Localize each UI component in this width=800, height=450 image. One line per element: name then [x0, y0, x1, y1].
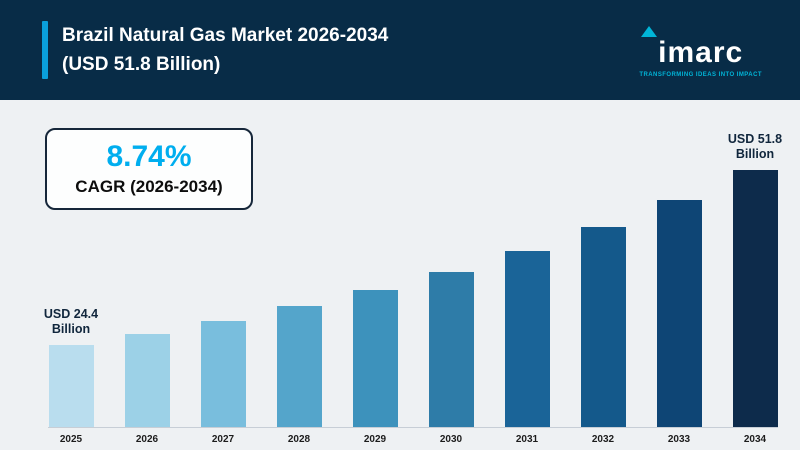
bar-2026	[124, 334, 170, 428]
x-axis-baseline	[48, 427, 778, 428]
page-title: Brazil Natural Gas Market 2026-2034 (USD…	[62, 21, 388, 80]
cagr-label: CAGR (2026-2034)	[75, 177, 223, 196]
bar-2033	[656, 200, 702, 428]
bar-column-2028: 2028	[276, 118, 322, 450]
bar-column-2033: 2033	[656, 118, 702, 450]
imarc-logo-text: imarc	[658, 36, 744, 69]
bar-2029	[352, 290, 398, 428]
bar-2032	[580, 227, 626, 428]
bar-column-2025: USD 24.4 Billion 2025	[44, 118, 98, 450]
x-axis-label-2032: 2032	[591, 433, 615, 445]
x-axis-label-2026: 2026	[135, 433, 159, 445]
bar-value-label-2025: USD 24.4 Billion	[43, 306, 99, 337]
x-axis-label-2033: 2033	[667, 433, 691, 445]
x-axis-label-2029: 2029	[363, 433, 387, 445]
bar-value-label-2034: USD 51.8 Billion	[727, 131, 783, 162]
bar-column-2032: 2032	[580, 118, 626, 450]
x-axis-label-2031: 2031	[515, 433, 539, 445]
bar-column-2027: 2027	[200, 118, 246, 450]
cagr-callout-box: 8.74% CAGR (2026-2034)	[45, 128, 253, 210]
page-title-line1: Brazil Natural Gas Market 2026-2034	[62, 24, 389, 46]
bar-column-2031: 2031	[504, 118, 550, 450]
bar-column-2026: 2026	[124, 118, 170, 450]
bar-column-2034: USD 51.8 Billion 2034	[728, 118, 782, 450]
bar-2031	[504, 251, 550, 428]
bar-2034	[732, 170, 778, 428]
page-title-line2: (USD 51.8 Billion)	[62, 54, 221, 75]
bar-2028	[276, 306, 322, 428]
imarc-logo-icon	[641, 26, 658, 37]
cagr-value: 8.74%	[106, 140, 192, 173]
bar-2030	[428, 272, 474, 428]
title-accent-bar	[42, 20, 48, 80]
x-axis-label-2028: 2028	[287, 433, 311, 445]
x-axis-label-2027: 2027	[211, 433, 235, 445]
bar-2025	[48, 345, 94, 428]
x-axis-label-2034: 2034	[743, 433, 767, 445]
x-axis-label-2025: 2025	[59, 433, 83, 445]
header-banner: Brazil Natural Gas Market 2026-2034 (USD…	[0, 0, 800, 100]
bar-column-2030: 2030	[428, 118, 474, 450]
bar-2027	[200, 321, 246, 428]
x-axis-label-2030: 2030	[439, 433, 463, 445]
imarc-logo: imarc TRANSFORMING IDEAS INTO IMPACT	[639, 26, 762, 78]
imarc-logo-tagline: TRANSFORMING IDEAS INTO IMPACT	[639, 72, 762, 78]
bar-column-2029: 2029	[352, 118, 398, 450]
title-block: Brazil Natural Gas Market 2026-2034 (USD…	[42, 20, 388, 80]
bar-chart: USD 24.4 Billion 2025 2026 2027 2028 2029 2030 2…	[44, 118, 782, 450]
